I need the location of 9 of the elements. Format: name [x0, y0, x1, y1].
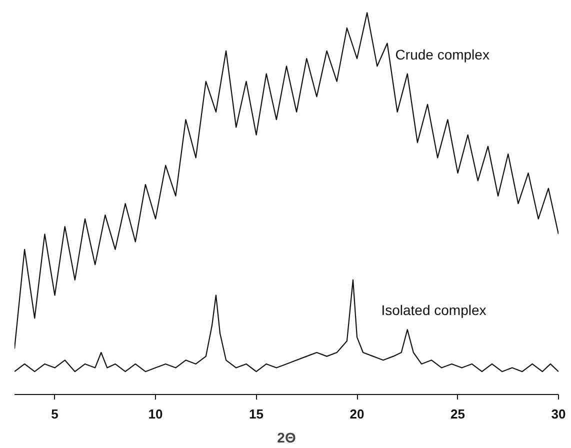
series-label: Isolated complex: [381, 302, 486, 318]
x-tick-label: 5: [51, 406, 58, 422]
x-tick-label: 10: [148, 406, 163, 422]
x-tick-label: 20: [350, 406, 364, 422]
x-axis-title: 2Θ: [277, 430, 296, 446]
x-tick-label: 15: [249, 406, 264, 422]
series-label: Crude complex: [395, 46, 490, 62]
x-tick-label: 30: [551, 406, 566, 422]
x-tick-label: 25: [450, 406, 465, 422]
